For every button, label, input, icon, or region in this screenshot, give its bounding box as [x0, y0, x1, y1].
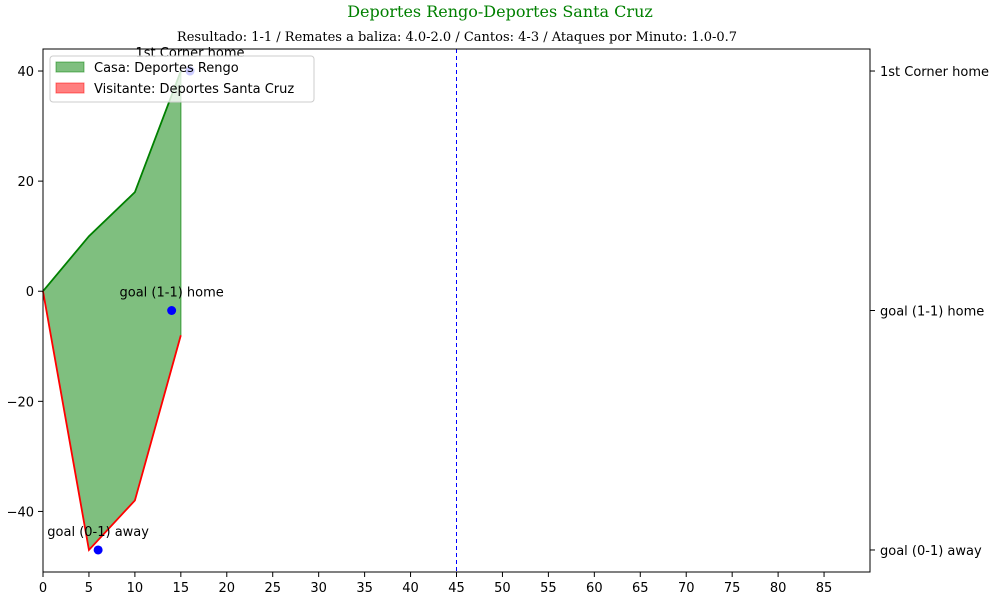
- x-tick-label: 85: [816, 581, 833, 596]
- home-series-line: [42, 70, 182, 292]
- x-tick-label: 30: [310, 581, 327, 596]
- right-tick-label: goal (0-1) away: [880, 544, 982, 559]
- legend-label: Casa: Deportes Rengo: [94, 61, 239, 76]
- y-tick-label: −40: [7, 505, 34, 520]
- x-tick-label: 45: [448, 581, 465, 596]
- x-tick-label: 70: [678, 581, 695, 596]
- x-tick-label: 0: [39, 581, 47, 596]
- x-tick-label: 60: [586, 581, 603, 596]
- y-tick-label: 20: [17, 175, 34, 190]
- x-tick-label: 20: [219, 581, 236, 596]
- legend-box: [49, 55, 315, 103]
- chart-subtitle: Resultado: 1-1 / Remates a baliza: 4.0-2…: [177, 30, 737, 45]
- x-tick-label: 80: [770, 581, 787, 596]
- x-tick-label: 15: [173, 581, 190, 596]
- legend-swatch: [55, 82, 85, 94]
- right-tick-label: goal (1-1) home: [880, 305, 984, 320]
- event-point: [167, 306, 177, 315]
- y-tick-label: 40: [17, 65, 34, 80]
- home-area-fill: [43, 71, 181, 550]
- x-tick-label: 10: [127, 581, 144, 596]
- y-tick-label: −20: [7, 395, 34, 410]
- x-tick-label: 35: [356, 581, 373, 596]
- chart-title: Deportes Rengo-Deportes Santa Cruz: [347, 2, 653, 21]
- away-series-line: [42, 291, 182, 552]
- legend: Casa: Deportes Rengo Visitante: Deportes …: [49, 55, 315, 103]
- x-tick-label: 40: [402, 581, 419, 596]
- event-label: goal (1-1) home: [120, 286, 224, 301]
- y-tick-label: 0: [26, 285, 34, 300]
- event-point: [93, 545, 103, 555]
- x-tick-label: 5: [85, 581, 93, 596]
- legend-label: Visitante: Deportes Santa Cruz: [94, 82, 294, 97]
- x-tick-label: 50: [494, 581, 511, 596]
- legend-swatch: [55, 61, 85, 73]
- event-label: goal (0-1) away: [47, 525, 149, 540]
- right-tick-label: 1st Corner home: [880, 65, 989, 80]
- x-tick-label: 25: [264, 581, 281, 596]
- x-tick-label: 75: [724, 581, 741, 596]
- x-tick-label: 55: [540, 581, 557, 596]
- x-tick-label: 65: [632, 581, 649, 596]
